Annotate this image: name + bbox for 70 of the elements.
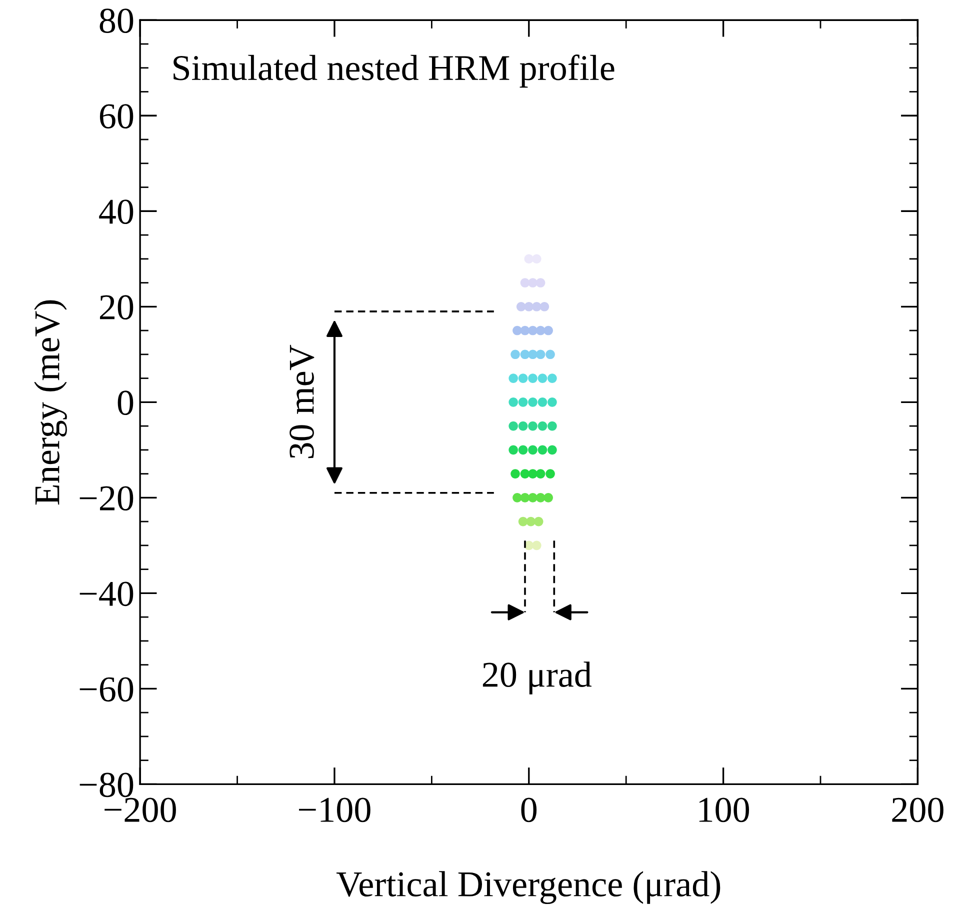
point: [518, 421, 528, 431]
point: [520, 326, 530, 336]
point: [518, 516, 528, 526]
point: [520, 493, 530, 502]
point: [510, 350, 520, 360]
point: [528, 493, 538, 502]
y-axis-title: Energy (meV): [34, 300, 67, 505]
x-tick-label: 100: [699, 798, 749, 822]
point: [528, 326, 538, 336]
point: [516, 302, 526, 312]
point: [536, 493, 546, 502]
y-tick-label: 60: [100, 104, 134, 129]
x-tick-label: −200: [104, 798, 176, 822]
point: [538, 445, 548, 455]
point: [536, 278, 546, 288]
point: [528, 469, 538, 478]
y-tick-label: 0: [118, 390, 134, 416]
y-tick-label: 40: [99, 200, 134, 224]
x-tick-label: 0: [521, 798, 537, 822]
point: [526, 516, 536, 526]
point: [512, 493, 522, 502]
x-tick-label: 200: [892, 798, 944, 822]
point: [540, 302, 550, 312]
point: [534, 516, 544, 526]
annotation: 20 μrad: [482, 662, 592, 694]
point: [508, 398, 518, 407]
point: [508, 374, 518, 383]
point: [538, 421, 548, 431]
point: [548, 445, 557, 455]
point: [518, 374, 528, 383]
point: [512, 326, 522, 336]
point: [528, 398, 538, 407]
y-tick-label: −40: [80, 582, 134, 606]
point: [546, 469, 555, 478]
point: [518, 445, 528, 455]
annotation: 30 meV: [290, 344, 314, 458]
point: [510, 469, 520, 478]
point: [536, 326, 546, 336]
point: [508, 421, 518, 431]
point: [528, 421, 538, 431]
point: [520, 278, 530, 288]
x-axis-title: Vertical Divergence (μrad): [336, 871, 720, 904]
point: [520, 469, 530, 478]
point: [532, 540, 542, 550]
point: [544, 326, 553, 336]
point: [538, 374, 548, 383]
y-tick-label: −80: [80, 772, 134, 798]
point: [518, 398, 528, 407]
point: [528, 445, 538, 455]
point: [548, 398, 557, 407]
point: [520, 350, 530, 360]
y-tick-label: 80: [100, 8, 134, 33]
point: [548, 374, 557, 383]
point: [528, 374, 538, 383]
x-tick-label: −100: [299, 798, 370, 822]
y-tick-label: −60: [80, 677, 134, 702]
point: [536, 350, 546, 360]
text: Simulated nested HRM profile: [174, 54, 614, 88]
point: [528, 278, 538, 288]
point: [538, 398, 548, 407]
point: [524, 302, 534, 312]
point: [532, 302, 542, 312]
point: [528, 350, 538, 360]
point: [546, 350, 555, 360]
y-tick-label: 20: [100, 295, 134, 320]
point: [508, 445, 518, 455]
y-tick-label: −20: [80, 486, 134, 511]
point: [548, 421, 557, 431]
point: [536, 469, 546, 478]
point: [544, 493, 553, 502]
